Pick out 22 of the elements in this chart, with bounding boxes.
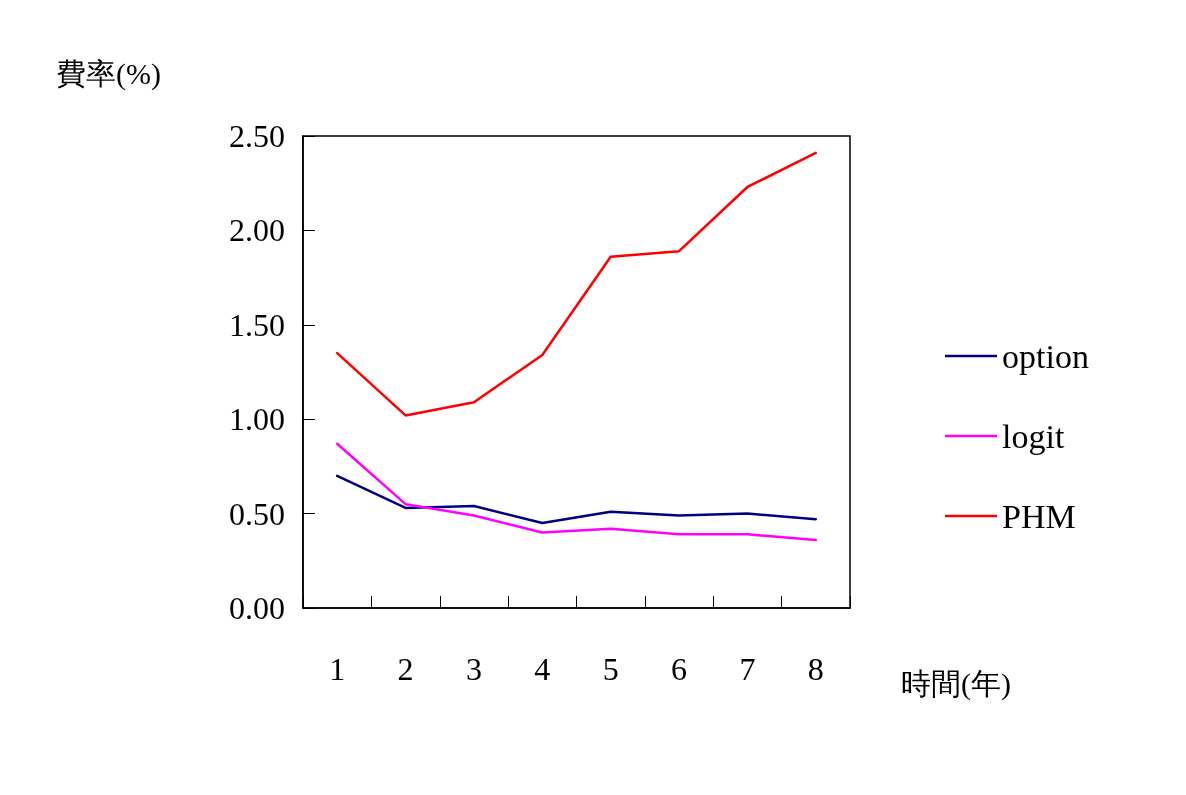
x-tick-label: 6 — [671, 651, 688, 687]
legend-label: PHM — [1002, 497, 1076, 535]
x-tick-label: 4 — [534, 651, 551, 687]
x-tick-label: 7 — [739, 651, 756, 687]
x-axis-title: 時間(年) — [901, 666, 1011, 701]
x-tick-label: 8 — [807, 651, 824, 687]
line-series — [335, 442, 818, 542]
x-tick-label: 5 — [602, 651, 619, 687]
x-tick-label: 2 — [397, 651, 414, 687]
x-tick-label: 3 — [465, 651, 482, 687]
y-tick-label: 1.00 — [229, 401, 285, 438]
y-tick-label: 2.00 — [229, 212, 285, 249]
legend-label: logit — [1002, 417, 1065, 455]
y-tick-label: 0.00 — [229, 590, 285, 626]
line-series — [335, 474, 818, 525]
y-tick-label: 0.50 — [229, 495, 285, 532]
x-tick-label: 1 — [329, 651, 346, 687]
y-axis-title: 費率(%) — [56, 56, 161, 91]
legend-label: option — [1002, 337, 1089, 375]
y-tick-label: 1.50 — [229, 306, 285, 343]
line-series — [335, 151, 818, 417]
y-tick-label: 2.50 — [229, 118, 285, 154]
